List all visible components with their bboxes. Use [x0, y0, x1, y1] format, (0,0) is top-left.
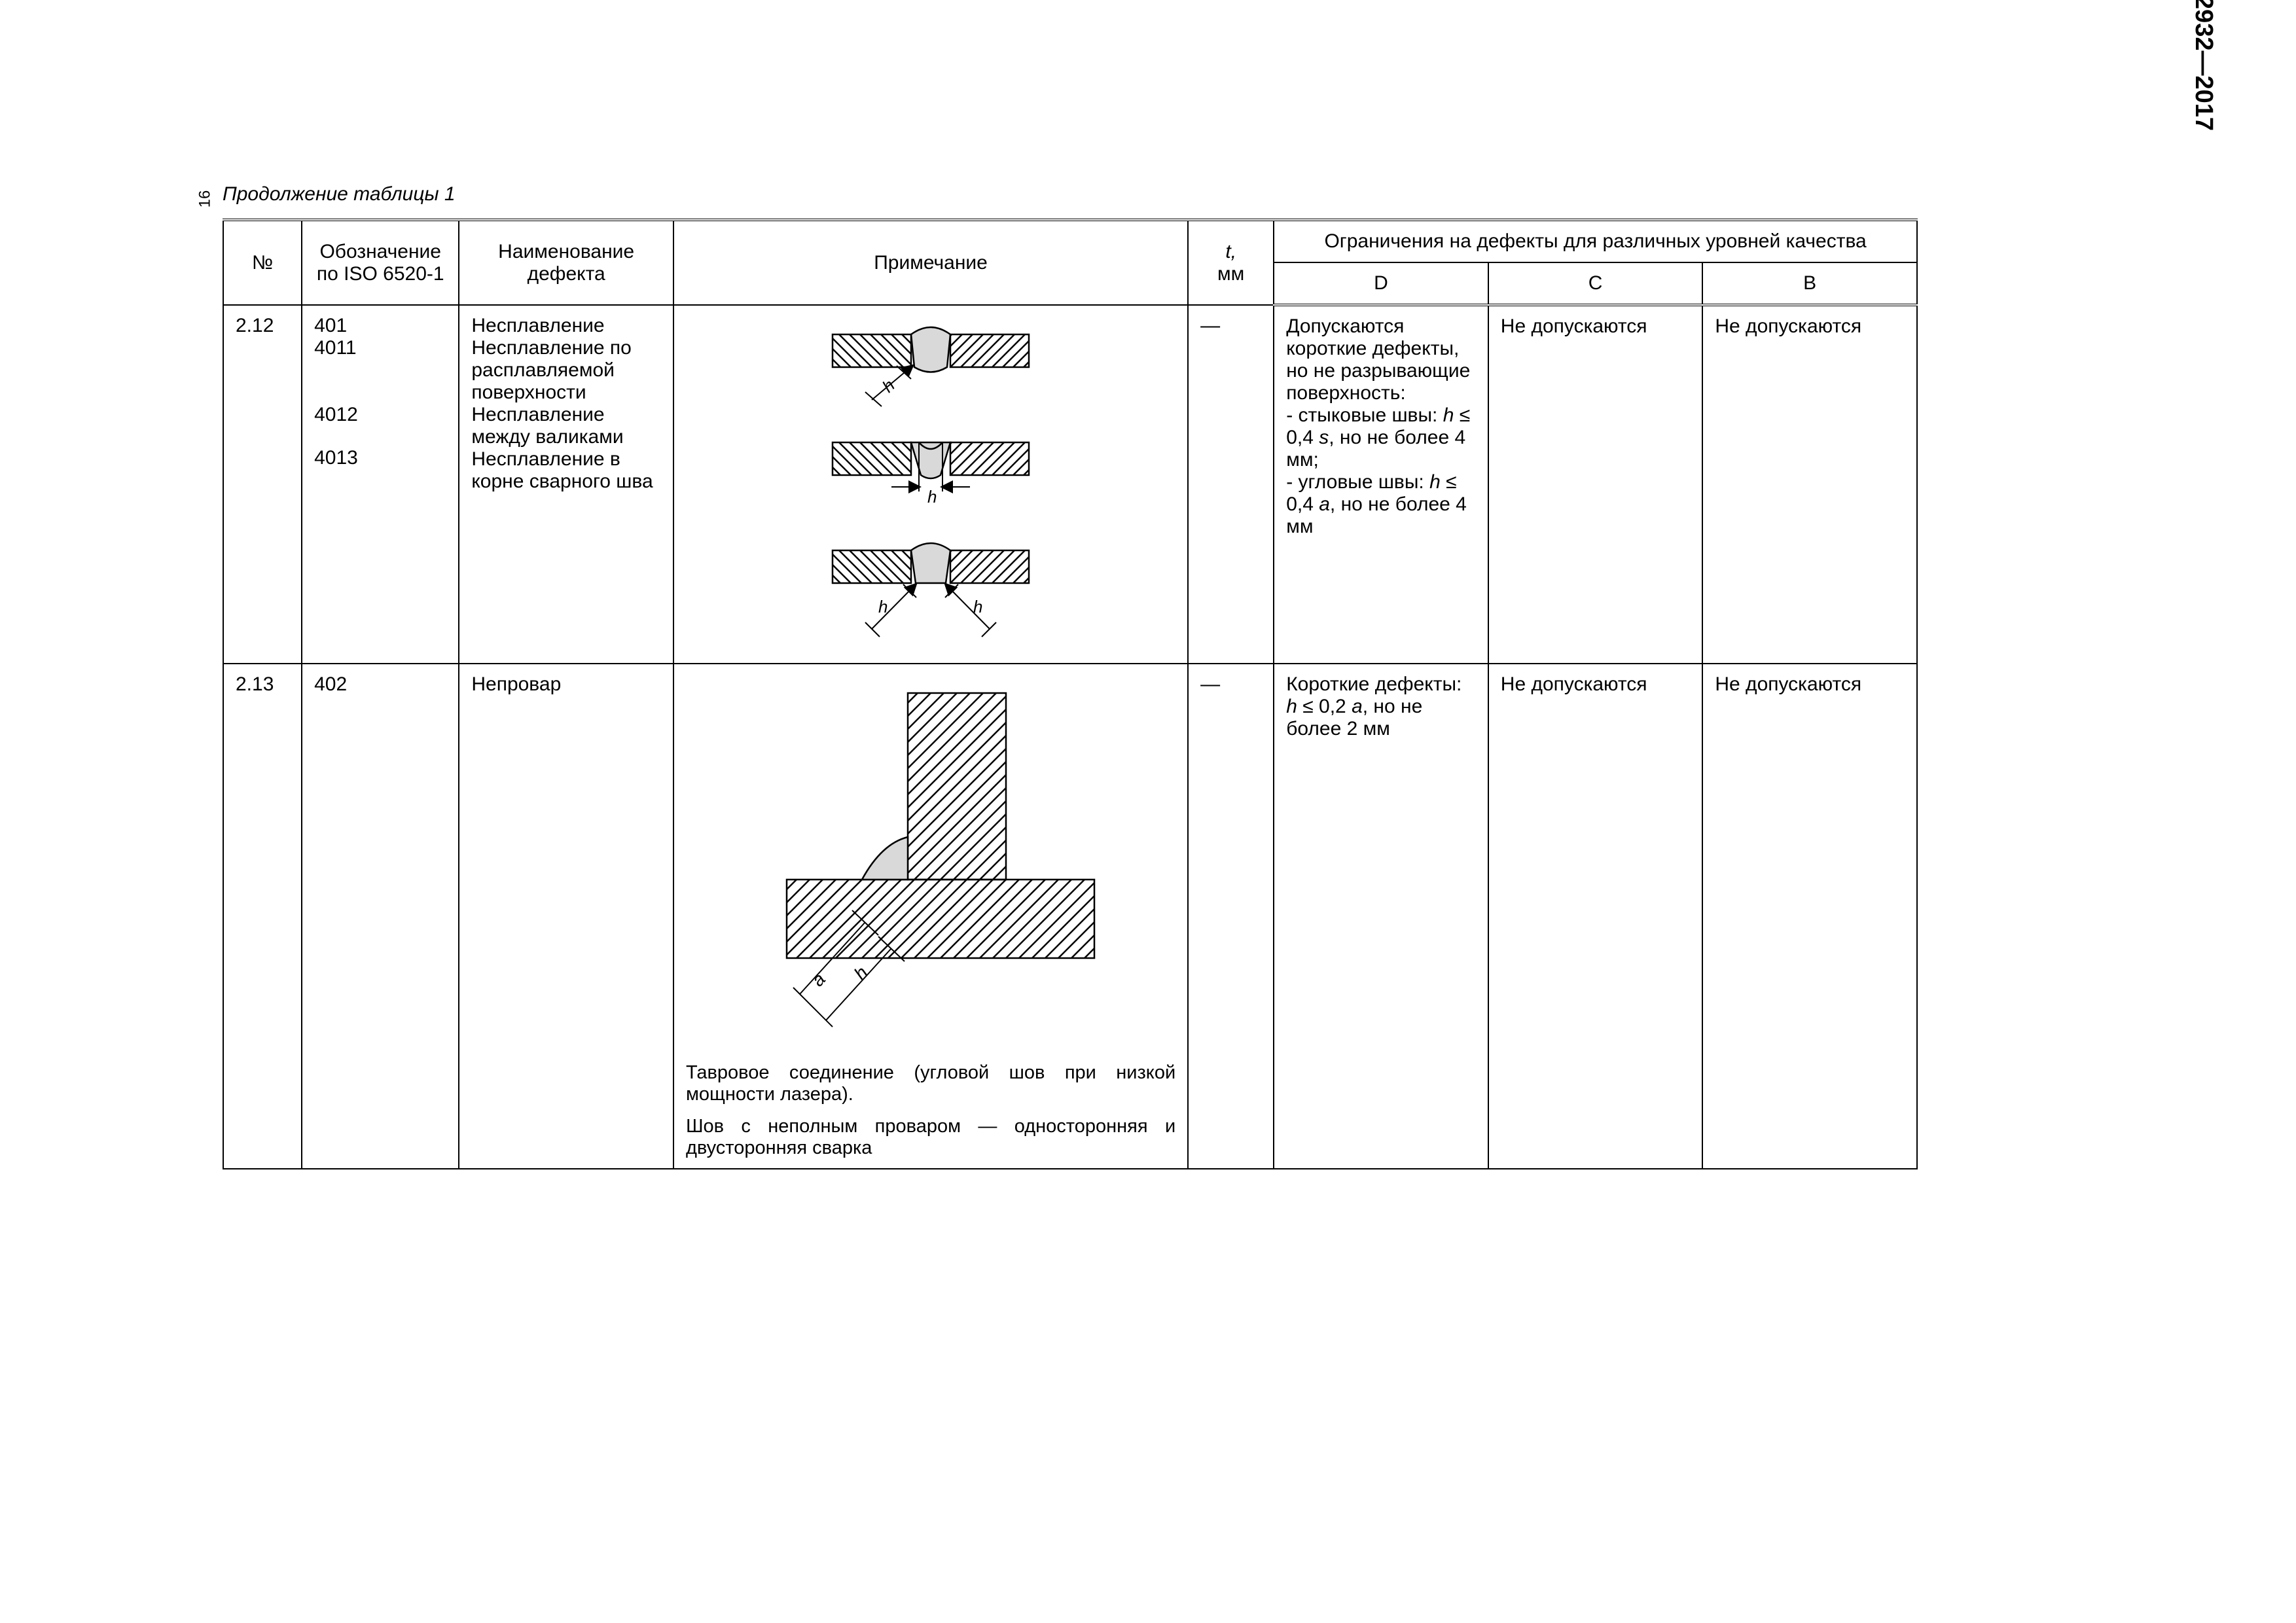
col-num-header: №: [223, 220, 302, 305]
page-number: 16: [196, 190, 214, 208]
code: 4013: [314, 447, 446, 469]
row-names: Непровар: [459, 664, 673, 1169]
col-c-header: C: [1488, 262, 1703, 305]
row-d: Допускаются короткие дефекты, но не разр…: [1274, 305, 1488, 664]
a-label: a: [808, 969, 829, 991]
row-c: Не допускаются: [1488, 305, 1703, 664]
code: 4011: [314, 337, 446, 359]
row-t: —: [1188, 305, 1274, 664]
table-row: 2.12 401 4011 4012 4013 Несплавление Нес…: [223, 305, 1917, 664]
col-t-header: t, мм: [1188, 220, 1274, 305]
t-var: t,: [1225, 241, 1236, 262]
col-b-header: B: [1702, 262, 1917, 305]
defect-name: Несплавление по расплавляемой поверхност…: [471, 337, 661, 404]
row-d: Короткие дефекты:h ≤ 0,2 a, но не более …: [1274, 664, 1488, 1169]
row-num: 2.13: [223, 664, 302, 1169]
row-t: —: [1188, 664, 1274, 1169]
h-label: h: [973, 597, 982, 616]
h-label: h: [878, 375, 899, 396]
defect-name: Непровар: [471, 673, 661, 696]
row-b: Не допускаются: [1702, 664, 1917, 1169]
t-joint-diagram-icon: a h: [747, 680, 1114, 1046]
col-note-header: Примечание: [673, 220, 1188, 305]
defect-name: Несплавление: [471, 315, 661, 337]
row-diagram: h h: [673, 305, 1188, 664]
table-row: 2.13 402 Непровар: [223, 664, 1917, 1169]
defect-name: Несплавление между валиками: [471, 404, 661, 448]
row-diagram: a h Тавровое соединение (угловой шов при…: [673, 664, 1188, 1169]
col-limits-header: Ограничения на дефекты для различных уро…: [1274, 220, 1917, 262]
weld-diagram-icon: h h: [793, 321, 1068, 649]
h-label: h: [927, 487, 937, 507]
row-codes: 402: [302, 664, 459, 1169]
defect-name: Несплавление в корне сварного шва: [471, 448, 661, 493]
page-content: 16 Продолжение таблицы 1 № Обозначение п…: [223, 183, 1918, 1169]
note-text: Тавровое соединение (угловой шов при низ…: [686, 1062, 1175, 1105]
col-d-header: D: [1274, 262, 1488, 305]
table-caption: Продолжение таблицы 1: [223, 183, 1918, 205]
row-names: Несплавление Несплавление по расплавляем…: [459, 305, 673, 664]
row-b: Не допускаются: [1702, 305, 1917, 664]
code: 401: [314, 315, 446, 337]
row-codes: 401 4011 4012 4013: [302, 305, 459, 664]
t-unit: мм: [1217, 263, 1244, 285]
doc-code: ГОСТ ISO 12932—2017: [2189, 0, 2217, 131]
table-header: № Обозначение по ISO 6520-1 Наименование…: [223, 220, 1917, 305]
col-name-header: Наименование дефекта: [459, 220, 673, 305]
code: 402: [314, 673, 446, 696]
col-designation-header: Обозначение по ISO 6520-1: [302, 220, 459, 305]
row-c: Не допускаются: [1488, 664, 1703, 1169]
h-label: h: [878, 597, 888, 616]
note-text: Шов с неполным проваром — односторонняя …: [686, 1116, 1175, 1159]
row-num: 2.12: [223, 305, 302, 664]
defects-table: № Обозначение по ISO 6520-1 Наименование…: [223, 219, 1918, 1169]
code: 4012: [314, 404, 446, 426]
